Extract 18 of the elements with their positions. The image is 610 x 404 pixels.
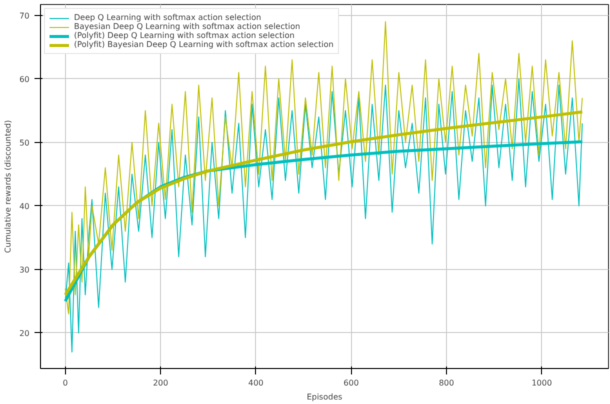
y-tick-label: 20 xyxy=(19,328,30,338)
y-tick-label: 30 xyxy=(19,265,30,274)
x-axis-title: Episodes xyxy=(306,392,342,402)
y-tick-label: 60 xyxy=(19,74,30,84)
legend-label: (Polyfit) Bayesian Deep Q Learning with softmax action selection xyxy=(74,40,334,49)
legend-label: (Polyfit) Deep Q Learning with softmax action selection xyxy=(74,31,295,40)
y-tick-label: 40 xyxy=(19,202,30,211)
y-axis-title: Cumulative rewards (discounted) xyxy=(3,120,12,253)
legend-label: Bayesian Deep Q Learning with softmax action selection xyxy=(74,22,300,31)
legend-label: Deep Q Learning with softmax action selection xyxy=(74,13,262,22)
x-tick-label: 0 xyxy=(62,378,68,388)
x-tick-label: 200 xyxy=(152,378,168,388)
y-tick-label: 70 xyxy=(19,11,30,20)
y-tick-label: 50 xyxy=(19,138,30,148)
x-tick-label: 800 xyxy=(438,378,454,388)
x-tick-label: 1000 xyxy=(532,378,552,388)
x-tick-label: 600 xyxy=(344,378,359,388)
x-tick-label: 400 xyxy=(248,378,264,388)
